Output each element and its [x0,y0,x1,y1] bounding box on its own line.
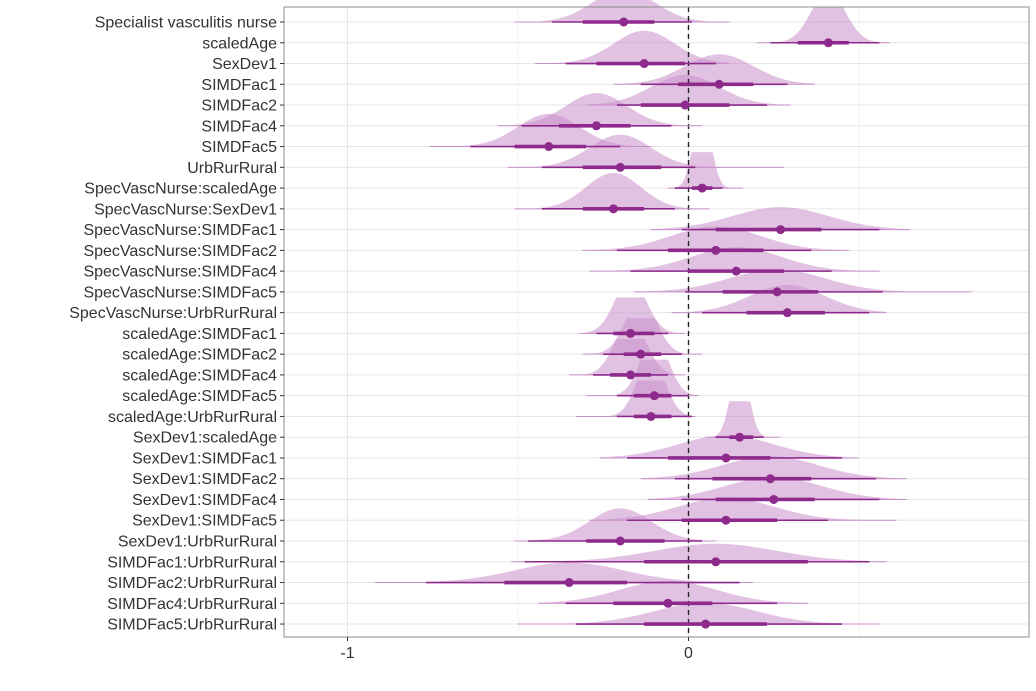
median-point [636,349,646,359]
density-scaledAge [756,6,890,43]
y-tick-label: scaledAge:UrbRurRural [108,409,277,426]
median-point [615,536,625,546]
median-point [626,328,636,338]
median-point [772,287,782,297]
median-point [680,100,690,110]
median-point [626,370,636,380]
density-Specialist vasculitis nurse [514,0,730,22]
density-SexDev1:scaledAge [705,401,781,438]
x-axis-ticks: -1 0 [340,637,693,662]
density-layer [374,0,972,625]
density-SIMDFac1:UrbRurRural [511,543,887,562]
median-point [782,308,792,318]
y-tick-label: SIMDFac2 [201,98,277,115]
y-tick-label: SexDev1:UrbRurRural [118,534,277,551]
density-SIMDFac1 [613,54,815,85]
median-point [711,557,721,567]
median-point [608,204,618,214]
y-tick-label: SpecVascNurse:UrbRurRural [69,305,277,322]
density-SexDev1:SIMDFac1 [599,435,859,458]
y-tick-label: SIMDFac5:UrbRurRural [107,617,277,634]
density-SpecVascNurse:SIMDFac4 [589,247,880,272]
y-tick-label: SIMDFac5 [201,139,277,156]
y-tick-label: scaledAge:SIMDFac2 [122,347,277,364]
density-SIMDFac5 [429,113,651,147]
density-SIMDFac4:UrbRurRural [538,580,808,604]
density-SexDev1 [535,30,730,64]
density-SpecVascNurse:SIMDFac5 [633,269,972,292]
median-point [769,494,779,504]
median-point [615,162,625,172]
y-tick-label: scaledAge [202,35,277,52]
y-tick-label: SIMDFac2:UrbRurRural [107,575,277,592]
y-tick-label: scaledAge:SIMDFac5 [122,388,277,405]
y-tick-label: scaledAge:SIMDFac4 [122,367,277,384]
y-tick-label: SIMDFac1:UrbRurRural [107,554,277,571]
median-point [823,38,833,48]
median-point [701,619,711,629]
density-SIMDFac2:UrbRurRural [374,562,754,583]
median-point [721,453,731,463]
density-SpecVascNurse:SIMDFac1 [650,207,911,230]
median-point [697,183,707,193]
density-SpecVascNurse:UrbRurRural [671,284,887,313]
density-SexDev1:SIMDFac5 [589,497,897,521]
density-scaledAge:UrbRurRural [575,380,696,417]
density-scaledAge:SIMDFac5 [586,359,699,396]
density-UrbRurRural [507,134,784,168]
density-SexDev1:UrbRurRural [514,508,716,541]
median-point [639,59,649,69]
y-tick-label: SpecVascNurse:SIMDFac1 [83,222,277,239]
y-tick-label: SpecVascNurse:SIMDFac4 [83,264,277,281]
x-tick-label: 0 [684,645,693,662]
y-tick-label: SexDev1:SIMDFac5 [132,513,277,530]
median-point [663,598,673,608]
density-SpecVascNurse:SexDev1 [514,172,709,209]
density-SpecVascNurse:scaledAge [668,152,744,189]
interval-layer [374,17,972,629]
panel-border [283,6,1030,638]
y-tick-label: SexDev1:scaledAge [133,430,277,447]
density-SexDev1:SIMDFac4 [647,476,907,500]
y-tick-label: SexDev1 [212,56,277,73]
y-tick-label: SexDev1:SIMDFac4 [132,492,277,509]
median-point [564,578,574,588]
median-point [711,245,721,255]
y-tick-label: SexDev1:SIMDFac2 [132,471,277,488]
median-point [591,121,601,131]
median-point [721,515,731,525]
median-point [776,225,786,235]
median-point [735,432,745,442]
y-tick-label: Specialist vasculitis nurse [95,15,277,32]
median-point [714,79,724,89]
median-point [544,142,554,152]
y-tick-label: SIMDFac1 [201,77,277,94]
y-tick-label: scaledAge:SIMDFac1 [122,326,277,343]
y-tick-label: UrbRurRural [187,160,277,177]
y-tick-label: SIMDFac4:UrbRurRural [107,596,277,613]
y-tick-label: SexDev1:SIMDFac1 [132,450,277,467]
median-point [619,17,629,27]
median-point [649,391,659,401]
y-tick-label: SIMDFac4 [201,118,277,135]
density-SIMDFac5:UrbRurRural [518,602,880,625]
median-point [765,474,775,484]
density-scaledAge:SIMDFac2 [582,318,703,355]
y-tick-label: SpecVascNurse:scaledAge [84,181,277,198]
density-SpecVascNurse:SIMDFac2 [582,226,849,251]
y-tick-label: SpecVascNurse:SIMDFac2 [83,243,277,260]
y-tick-label: SpecVascNurse:SexDev1 [94,201,277,218]
density-scaledAge:SIMDFac1 [579,297,686,334]
median-point [731,266,741,276]
median-point [646,411,656,421]
x-tick-label: -1 [340,645,354,662]
density-SexDev1:SIMDFac2 [640,456,907,479]
y-tick-label: SpecVascNurse:SIMDFac5 [83,284,277,301]
y-axis-labels: Specialist vasculitis nurse scaledAge SexD… [69,15,284,634]
